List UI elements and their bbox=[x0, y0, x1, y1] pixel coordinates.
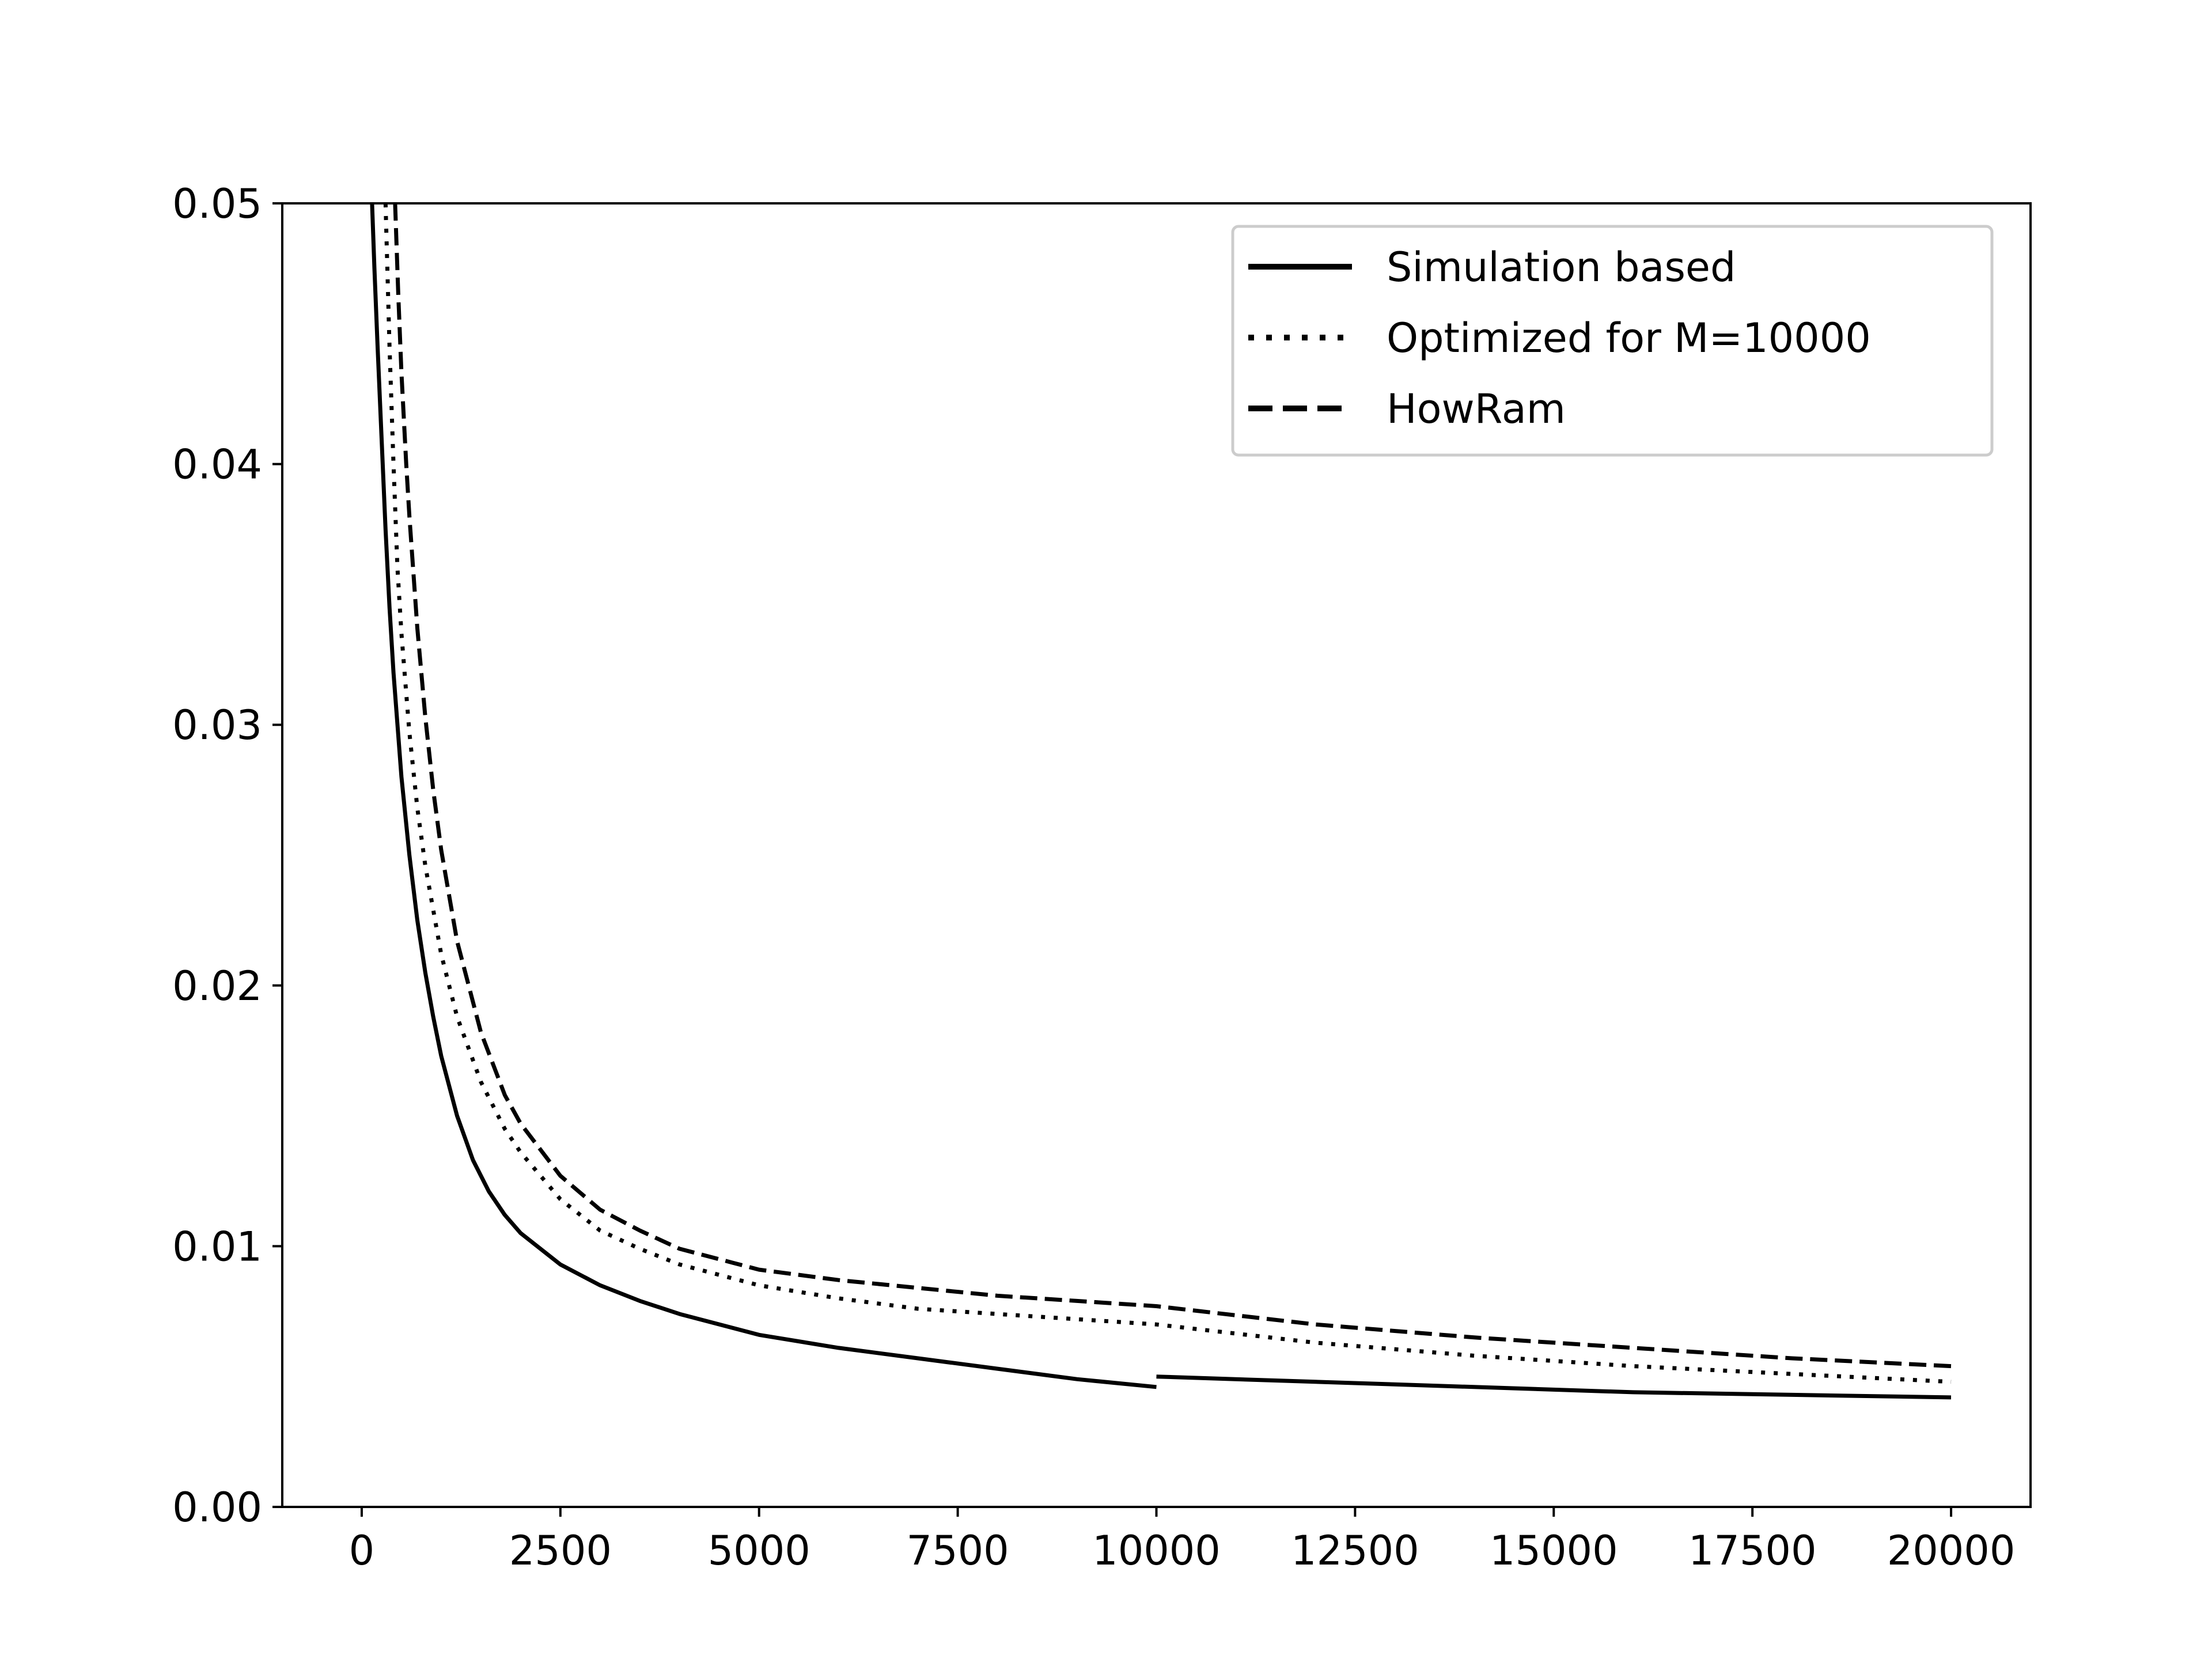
series-layer bbox=[370, 203, 1952, 1400]
y-tick-label: 0.01 bbox=[172, 1223, 262, 1270]
series-line-3-segment-1 bbox=[393, 203, 1952, 1369]
axes: 0 2500 5000 7500 10000 12500 15000 17500 20000 0.… bbox=[172, 180, 2032, 1574]
series-line-2-segment-1 bbox=[383, 203, 1952, 1384]
legend-label-1: Simulation based bbox=[1387, 244, 1736, 291]
y-tick-label: 0.03 bbox=[172, 702, 262, 749]
y-tick-label: 0.00 bbox=[172, 1484, 262, 1531]
x-tick-label: 7500 bbox=[907, 1527, 1009, 1574]
legend: Simulation based Optimized for M=10000 How… bbox=[1231, 225, 1994, 457]
x-tick-label: 20000 bbox=[1887, 1527, 2016, 1574]
series-line-1-segment-2 bbox=[1156, 1374, 1952, 1400]
plot-area bbox=[370, 203, 1952, 1400]
legend-label-2: Optimized for M=10000 bbox=[1387, 315, 1871, 362]
x-tick-label: 17500 bbox=[1688, 1527, 1817, 1574]
y-tick-label: 0.04 bbox=[172, 441, 262, 488]
y-tick-label: 0.05 bbox=[172, 180, 262, 228]
x-tick-label: 5000 bbox=[708, 1527, 810, 1574]
y-tick-label: 0.02 bbox=[172, 963, 262, 1010]
legend-box bbox=[1231, 225, 1994, 457]
x-tick-label: 0 bbox=[349, 1527, 375, 1574]
x-tick-label: 10000 bbox=[1092, 1527, 1221, 1574]
x-tick-label: 12500 bbox=[1291, 1527, 1419, 1574]
x-tick-label: 2500 bbox=[509, 1527, 612, 1574]
x-tick-label: 15000 bbox=[1490, 1527, 1618, 1574]
legend-label-3: HowRam bbox=[1387, 385, 1566, 433]
series-line-1-segment-1 bbox=[370, 203, 1157, 1389]
